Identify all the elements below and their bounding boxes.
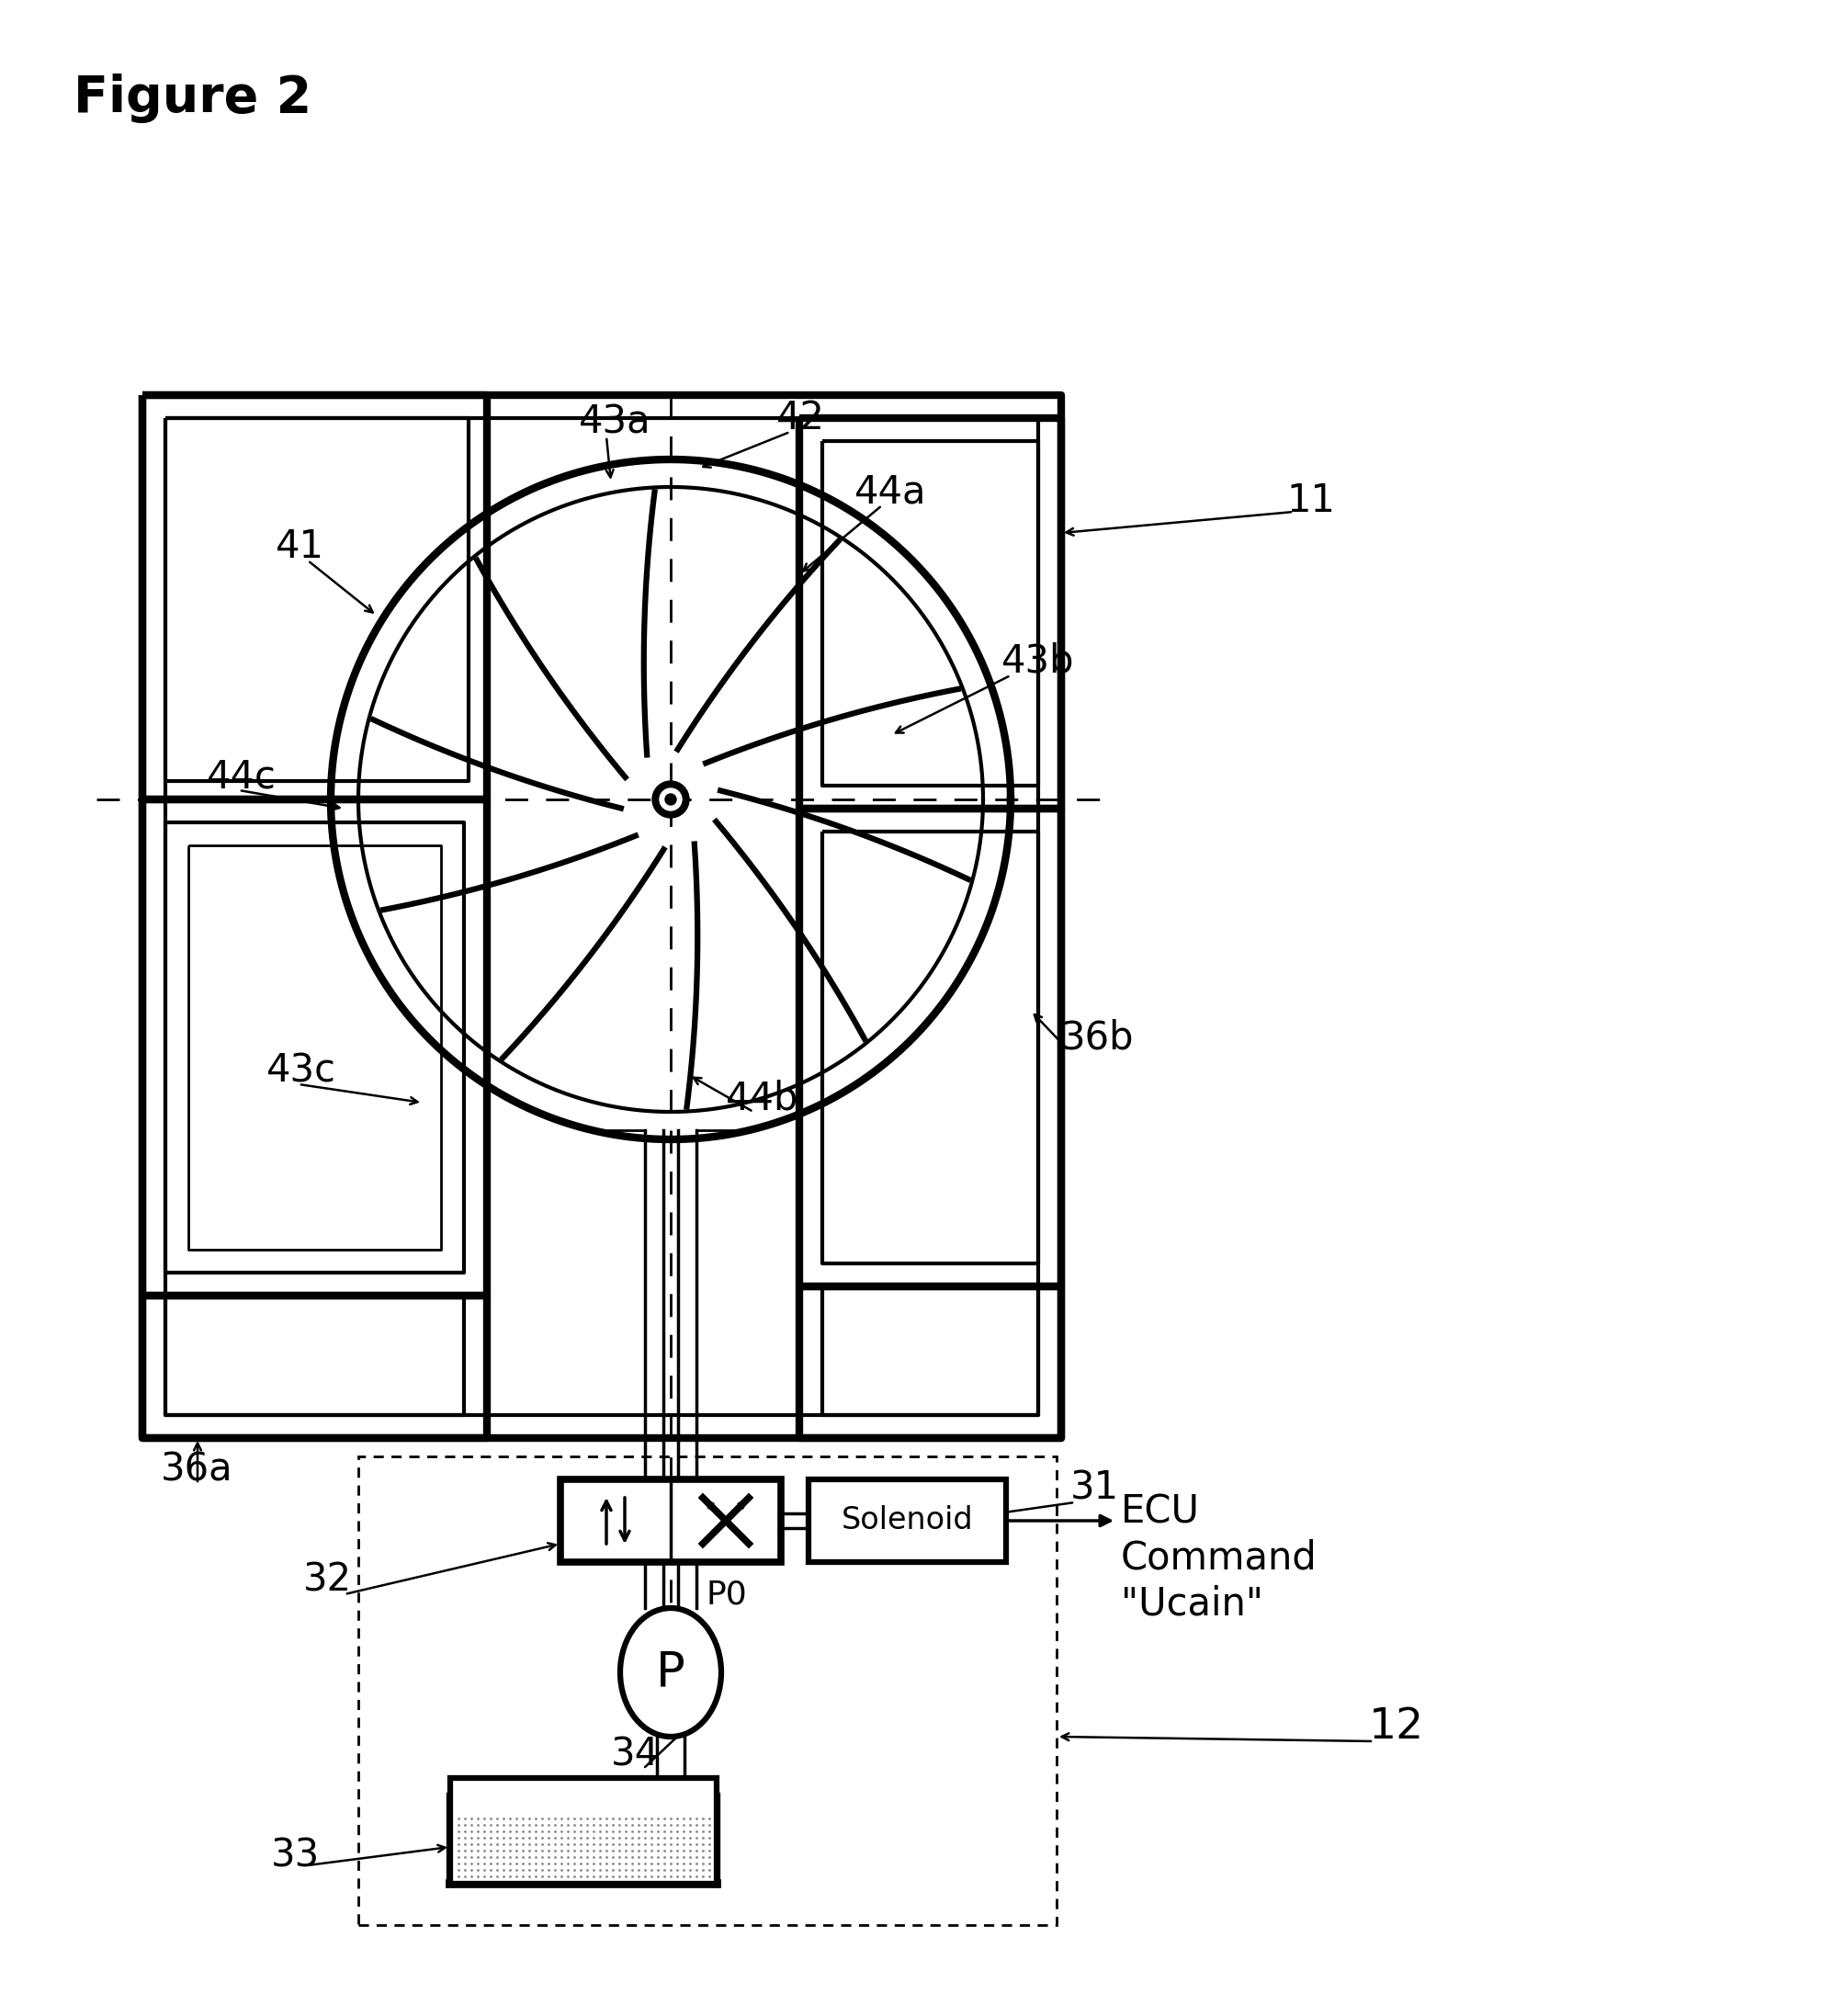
Bar xyxy=(808,1480,1006,1562)
Text: 32: 32 xyxy=(302,1560,352,1601)
Bar xyxy=(359,1456,1057,1925)
Text: 12: 12 xyxy=(1369,1708,1423,1748)
Text: ECU: ECU xyxy=(1121,1492,1200,1530)
Text: Command: Command xyxy=(1121,1538,1317,1577)
Text: 31: 31 xyxy=(1070,1470,1119,1508)
Text: 44a: 44a xyxy=(854,472,927,510)
Text: 36b: 36b xyxy=(1061,1018,1134,1058)
Bar xyxy=(561,1480,780,1562)
Text: 34: 34 xyxy=(612,1736,660,1774)
Circle shape xyxy=(652,780,689,818)
Text: Solenoid: Solenoid xyxy=(841,1506,973,1536)
Bar xyxy=(451,1778,716,1883)
Circle shape xyxy=(665,794,676,804)
Text: 36a: 36a xyxy=(161,1452,233,1490)
Text: 43a: 43a xyxy=(579,403,650,442)
Circle shape xyxy=(660,788,682,810)
Text: "Ucain": "Ucain" xyxy=(1121,1585,1264,1623)
Text: 43c: 43c xyxy=(266,1050,337,1091)
Text: P0: P0 xyxy=(705,1579,747,1611)
Text: 33: 33 xyxy=(271,1837,321,1875)
Text: 43b: 43b xyxy=(1002,643,1075,681)
Ellipse shape xyxy=(621,1609,722,1736)
Text: 41: 41 xyxy=(275,528,324,566)
Text: 44c: 44c xyxy=(207,758,277,796)
Text: Figure 2: Figure 2 xyxy=(73,73,311,123)
Text: 42: 42 xyxy=(777,399,824,437)
Text: 11: 11 xyxy=(1286,482,1336,520)
Text: 44b: 44b xyxy=(725,1079,799,1117)
Text: P: P xyxy=(656,1649,685,1695)
